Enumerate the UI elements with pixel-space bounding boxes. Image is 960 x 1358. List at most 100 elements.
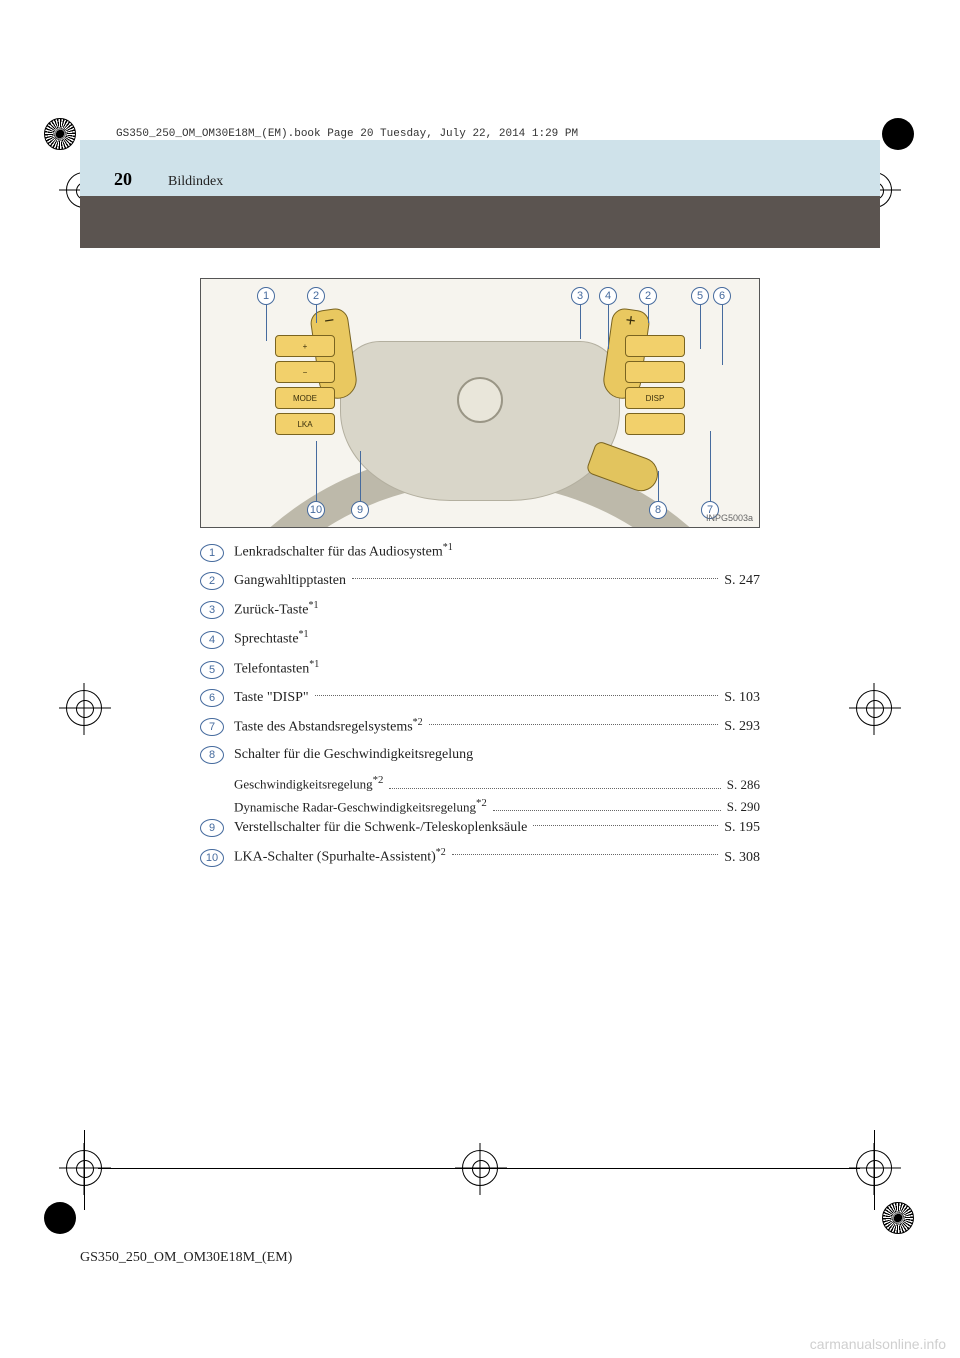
audio-down-button: −	[275, 361, 335, 383]
index-item-number: 7	[200, 718, 224, 736]
footnote-marker: *2	[436, 847, 446, 858]
callout-line	[316, 305, 317, 323]
callout: 8	[649, 501, 667, 519]
callout: 1	[257, 287, 275, 305]
phone-button	[625, 335, 685, 357]
page-reference: S. 308	[724, 850, 760, 866]
callout-line	[266, 305, 267, 341]
index-item: 8 Schalter für die Geschwindigkeitsregelu…	[200, 746, 760, 764]
index-item-number: 3	[200, 601, 224, 619]
index-item-label: Lenkradschalter für das Audiosystem*1	[234, 542, 453, 561]
callout: 10	[307, 501, 325, 519]
print-reg-mark	[882, 1202, 914, 1234]
header-underbar	[80, 196, 880, 248]
callout: 5	[691, 287, 709, 305]
callout-line	[580, 305, 581, 339]
callout-line	[648, 305, 649, 323]
disp-button: DISP	[625, 387, 685, 409]
index-item-subline: Geschwindigkeitsregelung*2 S. 286	[234, 774, 760, 792]
book-meta-line: GS350_250_OM_OM30E18M_(EM).book Page 20 …	[116, 128, 578, 140]
index-item-number: 1	[200, 544, 224, 562]
audio-up-button: +	[275, 335, 335, 357]
print-reg-mark	[44, 1202, 76, 1234]
index-item-label: Gangwahltipptasten	[234, 573, 346, 589]
callout-index-list: 1Lenkradschalter für das Audiosystem*12G…	[200, 542, 760, 867]
index-item-sublines: Geschwindigkeitsregelung*2 S. 286 Dynamisc…	[234, 774, 760, 815]
index-item: 4 Sprechtaste*1	[200, 629, 760, 649]
index-item-subline: Dynamische Radar-Geschwindigkeitsregelun…	[234, 797, 760, 815]
callout: 2	[639, 287, 657, 305]
footnote-marker: *1	[299, 629, 309, 640]
index-item: 5 Telefontasten*1	[200, 659, 760, 679]
leader-dots	[389, 788, 720, 789]
manual-page: 20 Bildindex − + + − MODE LKA DISP	[80, 140, 880, 1278]
callout-line	[360, 451, 361, 501]
index-item-sublabel: Geschwindigkeitsregelung*2	[234, 774, 383, 792]
index-item-number: 9	[200, 819, 224, 837]
index-item: 7 Taste des Abstandsregelsystems*2 S. 293	[200, 717, 760, 737]
diagram-code: INPG5003a	[706, 513, 753, 523]
callout-line	[608, 305, 609, 349]
steering-wheel-diagram: − + + − MODE LKA DISP 1 2 3 4 2 5 6	[200, 278, 760, 528]
callout: 4	[599, 287, 617, 305]
footnote-marker: *1	[309, 659, 319, 670]
callout-line	[722, 305, 723, 365]
index-item-number: 5	[200, 661, 224, 679]
callout: 9	[351, 501, 369, 519]
footnote-marker: *1	[308, 600, 318, 611]
index-item-label: Sprechtaste*1	[234, 629, 309, 648]
index-item-number: 8	[200, 746, 224, 764]
leader-dots	[493, 810, 721, 811]
diagram-wrap: − + + − MODE LKA DISP 1 2 3 4 2 5 6	[114, 278, 846, 867]
voice-button	[625, 413, 685, 435]
index-item-number: 2	[200, 572, 224, 590]
leader-dots	[315, 695, 719, 696]
page-header-band: 20 Bildindex	[80, 140, 880, 196]
index-item: 10LKA-Schalter (Spurhalte-Assistent)*2S.…	[200, 847, 760, 867]
leader-dots	[533, 825, 718, 826]
page-number: 20	[114, 169, 132, 190]
callout: 3	[571, 287, 589, 305]
button-cluster-right: DISP	[625, 335, 685, 435]
index-item-label: Taste des Abstandsregelsystems*2	[234, 717, 423, 736]
callout: 2	[307, 287, 325, 305]
section-title: Bildindex	[168, 174, 223, 190]
index-item: 2GangwahltipptastenS. 247	[200, 572, 760, 590]
index-item-label: Telefontasten*1	[234, 659, 319, 678]
index-item-label: Verstellschalter für die Schwenk-/Telesk…	[234, 820, 527, 836]
watermark-bottom: carmanualsonline.info	[810, 1336, 946, 1352]
index-item: 9 Verstellschalter für die Schwenk-/Teles…	[200, 819, 760, 837]
leader-dots	[352, 578, 718, 579]
page-reference: S. 290	[727, 799, 760, 815]
index-item-number: 10	[200, 849, 224, 867]
print-reg-mark	[882, 118, 914, 150]
index-item-number: 4	[200, 631, 224, 649]
callout: 6	[713, 287, 731, 305]
index-item-label: Zurück-Taste*1	[234, 600, 318, 619]
index-item-label: Taste "DISP"	[234, 690, 309, 706]
index-item: 1 Lenkradschalter für das Audiosystem*1	[200, 542, 760, 562]
leader-dots	[429, 724, 719, 725]
page-reference: S. 293	[724, 719, 760, 735]
index-item-sublabel: Dynamische Radar-Geschwindigkeitsregelun…	[234, 797, 487, 815]
callout-line	[710, 431, 711, 501]
lka-button: LKA	[275, 413, 335, 435]
page-reference: S. 286	[727, 777, 760, 793]
footnote-marker: *2	[476, 797, 487, 809]
index-item: 3 Zurück-Taste*1	[200, 600, 760, 620]
callout-line	[658, 471, 659, 501]
leader-dots	[452, 854, 718, 855]
callout-line	[316, 441, 317, 501]
print-reg-mark	[44, 118, 76, 150]
index-item-label: Schalter für die Geschwindigkeitsregelun…	[234, 747, 473, 763]
footnote-marker: *2	[413, 717, 423, 728]
index-item-number: 6	[200, 689, 224, 707]
button-cluster-left: + − MODE LKA	[275, 335, 335, 435]
callout-line	[700, 305, 701, 349]
footnote-marker: *2	[373, 774, 384, 786]
page-reference: S. 103	[724, 690, 760, 706]
back-button	[625, 361, 685, 383]
footer-code: GS350_250_OM_OM30E18M_(EM)	[80, 1250, 292, 1266]
index-item: 6 Taste "DISP" S. 103	[200, 689, 760, 707]
brand-logo-icon	[457, 377, 503, 423]
